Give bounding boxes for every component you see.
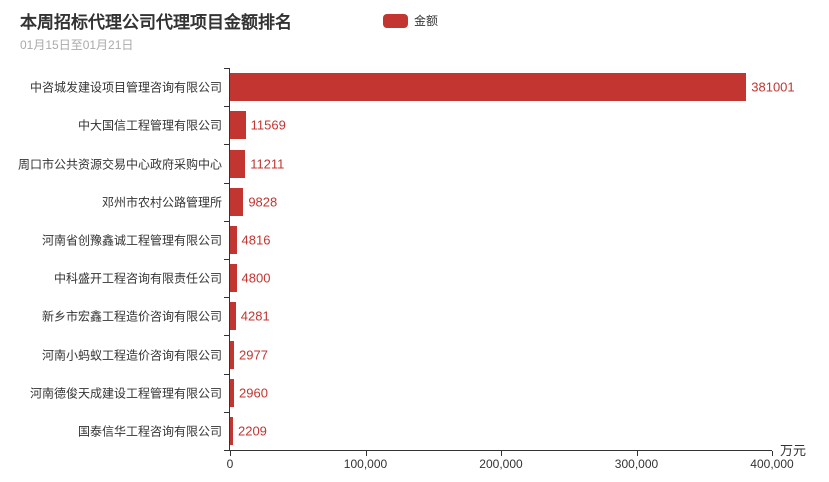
x-axis-tick-label: 0	[226, 457, 234, 471]
bar-value-label: 2977	[239, 347, 268, 362]
category-label: 新乡市宏鑫工程造价咨询有限公司	[41, 309, 222, 324]
y-axis-tick	[224, 220, 229, 222]
bar-value-label: 4281	[240, 308, 270, 324]
x-axis-tick	[636, 451, 638, 456]
x-axis-tick	[230, 451, 231, 456]
bar-value-label: 11211	[250, 156, 285, 171]
y-axis-tick	[224, 182, 229, 184]
bar[interactable]	[230, 187, 244, 216]
x-axis-tick-label: 400,000	[750, 457, 794, 471]
bar-value-label: 2960	[239, 385, 268, 401]
x-axis-tick-label: 100,000	[343, 457, 388, 471]
bar-value-label: 381001	[751, 79, 795, 95]
category-label: 周口市公共资源交易中心政府采购中心	[17, 157, 222, 171]
y-axis-tick	[224, 373, 229, 375]
category-label: 国泰信华工程咨询有限公司	[77, 424, 222, 439]
y-axis-tick	[224, 335, 229, 337]
bar-value-label: 9828	[248, 194, 278, 210]
bar[interactable]	[230, 416, 233, 445]
category-label: 中大国信工程管理有限公司	[77, 118, 222, 133]
bar-value-label: 11569	[250, 117, 286, 133]
legend-label: 金额	[414, 14, 439, 28]
bar[interactable]	[230, 149, 246, 178]
chart-title: 本周招标代理公司代理项目金额排名	[20, 13, 292, 32]
x-axis-tick-label: 200,000	[479, 457, 523, 471]
y-axis-line	[229, 68, 230, 450]
category-label: 邓州市农村公路管理所	[101, 195, 222, 210]
bar[interactable]	[230, 264, 237, 293]
bar[interactable]	[230, 73, 747, 102]
x-axis-tick-label: 300,000	[614, 457, 659, 471]
bar-value-label: 4800	[241, 270, 271, 286]
bar[interactable]	[230, 111, 246, 140]
y-axis-tick	[224, 259, 229, 260]
category-label: 中咨城发建设项目管理咨询有限公司	[29, 80, 222, 95]
y-axis-tick	[224, 450, 229, 451]
category-label: 河南省创豫鑫诚工程管理有限公司	[41, 233, 222, 248]
x-axis-tick	[501, 451, 502, 456]
y-axis-tick	[224, 68, 229, 69]
legend-swatch-icon	[383, 13, 408, 28]
y-axis-tick	[224, 411, 229, 413]
x-axis-unit-label: 万元	[780, 443, 807, 458]
bar[interactable]	[230, 225, 237, 254]
x-axis-line	[229, 450, 772, 451]
category-label: 河南小蚂蚁工程造价咨询有限公司	[41, 348, 222, 362]
chart-subtitle: 01月15日至01月21日	[20, 38, 134, 52]
category-label: 河南德俊天成建设工程管理有限公司	[29, 386, 222, 401]
legend-item-amount[interactable]: 金额	[383, 12, 438, 29]
x-axis-tick	[365, 451, 367, 456]
category-label: 中科盛开工程咨询有限责任公司	[53, 271, 222, 286]
y-axis-tick	[224, 144, 229, 146]
y-axis-tick	[224, 106, 229, 108]
bar[interactable]	[230, 302, 236, 331]
bar-value-label: 2209	[237, 423, 267, 439]
bar[interactable]	[230, 340, 235, 369]
bar-value-label: 4816	[241, 232, 271, 248]
bar[interactable]	[230, 378, 234, 407]
x-axis-tick	[772, 451, 773, 456]
y-axis-tick	[224, 297, 229, 299]
